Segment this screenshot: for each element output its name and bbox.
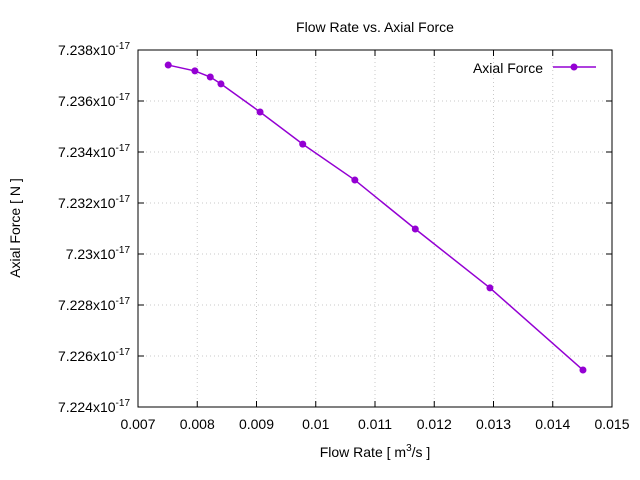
y-tick-label: 7.234x10-17 xyxy=(58,143,131,160)
data-point xyxy=(217,80,225,88)
y-tick-label: 7.226x10-17 xyxy=(58,347,131,364)
data-point xyxy=(579,366,587,374)
data-point xyxy=(351,176,359,184)
chart-title: Flow Rate vs. Axial Force xyxy=(296,19,454,35)
x-tick-label: 0.014 xyxy=(535,416,570,432)
plot-frame xyxy=(137,49,613,408)
y-tick-label: 7.232x10-17 xyxy=(58,194,131,211)
data-point xyxy=(164,61,172,69)
x-tick-label: 0.007 xyxy=(120,416,155,432)
legend-marker xyxy=(570,63,578,71)
data-point xyxy=(191,67,199,75)
x-tick-label: 0.015 xyxy=(594,416,629,432)
data-point xyxy=(299,140,307,148)
y-tick-label: 7.238x10-17 xyxy=(58,41,131,58)
y-tick-label: 7.23x10-17 xyxy=(66,245,131,262)
series-line xyxy=(168,64,584,371)
x-tick-label: 0.012 xyxy=(417,416,452,432)
x-tick-label: 0.013 xyxy=(476,416,511,432)
x-axis-label: Flow Rate [ m3/s ] xyxy=(320,443,431,460)
data-point xyxy=(486,284,494,292)
data-point xyxy=(256,108,264,116)
y-axis-label: Axial Force [ N ] xyxy=(7,178,23,278)
x-tick-label: 0.011 xyxy=(358,416,392,432)
legend-label: Axial Force xyxy=(473,60,543,76)
x-tick-label: 0.01 xyxy=(302,416,329,432)
data-point xyxy=(411,225,419,233)
y-tick-label: 7.236x10-17 xyxy=(58,92,131,109)
x-tick-label: 0.008 xyxy=(180,416,215,432)
x-tick-label: 0.009 xyxy=(239,416,274,432)
y-tick-label: 7.224x10-17 xyxy=(58,398,131,415)
data-point xyxy=(206,73,214,81)
y-tick-label: 7.228x10-17 xyxy=(58,296,131,313)
